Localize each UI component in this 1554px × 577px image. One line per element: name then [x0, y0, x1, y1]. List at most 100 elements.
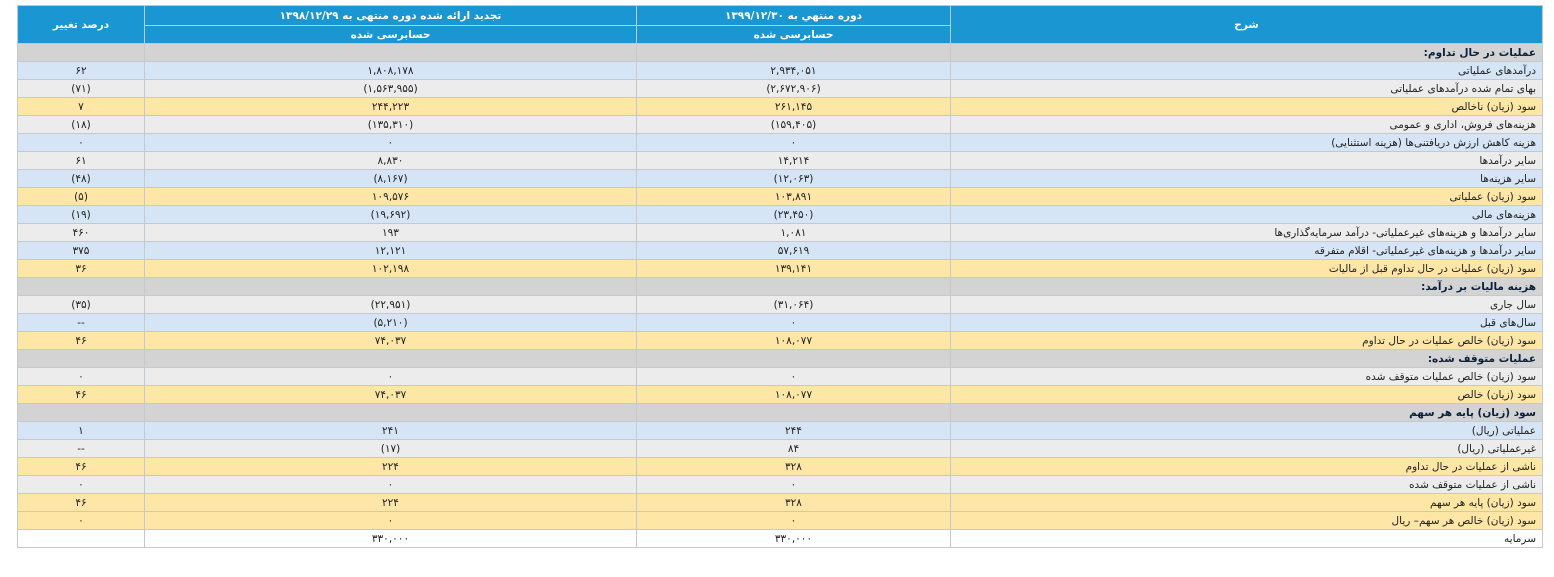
row-description: سایر درآمدها	[950, 151, 1543, 170]
current-period-header: دوره منتهي به ۱۳۹۹/۱۲/۳۰	[636, 5, 951, 26]
change-percent-value: (۱۹)	[17, 205, 145, 224]
table-row: سود (زیان) پایه هر سهم ۳۲۸ ۲۲۴ ۴۶	[17, 493, 1543, 512]
row-description: عملیاتی (ریال)	[950, 421, 1543, 440]
previous-period-value: ۱۲,۱۲۱	[144, 241, 637, 260]
previous-period-value: (۱,۵۶۳,۹۵۵)	[144, 79, 637, 98]
change-percent-value	[17, 349, 145, 368]
current-period-value: ۰	[636, 367, 951, 386]
row-description: سود (زیان) خالص	[950, 385, 1543, 404]
change-percent-header: درصد تغییر	[17, 5, 145, 44]
change-percent-value: ۴۶	[17, 457, 145, 476]
table-row: سال جاری (۳۱,۰۶۴) (۲۲,۹۵۱) (۳۵)	[17, 295, 1543, 314]
previous-period-value	[144, 277, 637, 296]
current-period-value: (۲,۶۷۲,۹۰۶)	[636, 79, 951, 98]
current-period-value: ۵۷,۶۱۹	[636, 241, 951, 260]
change-percent-value: ۱	[17, 421, 145, 440]
current-period-value	[636, 349, 951, 368]
change-percent-value: ۴۶	[17, 331, 145, 350]
table-row: سایر درآمدها و هزینه‌های غیرعملیاتی- درآ…	[17, 223, 1543, 242]
previous-period-value	[144, 43, 637, 62]
table-row: ناشی از عملیات متوقف شده ۰ ۰ ۰	[17, 475, 1543, 494]
description-column-header: شرح	[950, 5, 1543, 44]
row-description: سال‌های قبل	[950, 313, 1543, 332]
change-percent-value: (۷۱)	[17, 79, 145, 98]
change-percent-value: (۵)	[17, 187, 145, 206]
change-percent-value: --	[17, 313, 145, 332]
previous-period-value: ۷۴,۰۳۷	[144, 331, 637, 350]
current-period-value: ۱۴,۲۱۴	[636, 151, 951, 170]
change-percent-value: ۴۶	[17, 385, 145, 404]
row-description: سود (زیان) ناخالص	[950, 97, 1543, 116]
change-percent-value: ۴۶	[17, 493, 145, 512]
current-period-value: ۱۰۸,۰۷۷	[636, 331, 951, 350]
row-description: سایر درآمدها و هزینه‌های غیرعملیاتی- درآ…	[950, 223, 1543, 242]
change-percent-value: (۱۸)	[17, 115, 145, 134]
change-percent-value: ۴۶۰	[17, 223, 145, 242]
current-period-value: ۰	[636, 511, 951, 530]
row-description: هزینه مالیات بر درآمد:	[950, 277, 1543, 296]
current-period-value: ۱۰۸,۰۷۷	[636, 385, 951, 404]
table-row: ناشی از عملیات در حال تداوم ۳۲۸ ۲۲۴ ۴۶	[17, 457, 1543, 476]
row-description: هزینه کاهش ارزش دریافتنی‌ها (هزینه استثن…	[950, 133, 1543, 152]
change-percent-value: ۳۶	[17, 259, 145, 278]
section-header-row: عملیات متوقف شده:	[17, 349, 1543, 368]
previous-period-value	[144, 403, 637, 422]
row-description: هزینه‌های فروش، اداری و عمومی	[950, 115, 1543, 134]
previous-period-value: (۲۲,۹۵۱)	[144, 295, 637, 314]
previous-period-value: ۰	[144, 367, 637, 386]
table-row: سود (زیان) خالص هر سهم– ریال ۰ ۰ ۰	[17, 511, 1543, 530]
current-period-value	[636, 277, 951, 296]
change-percent-value: (۴۸)	[17, 169, 145, 188]
table-row: عملیاتی (ریال) ۲۴۴ ۲۴۱ ۱	[17, 421, 1543, 440]
previous-period-value: ۸,۸۳۰	[144, 151, 637, 170]
previous-period-value: ۷۴,۰۳۷	[144, 385, 637, 404]
previous-period-value: ۲۲۴	[144, 493, 637, 512]
previous-period-value: ۳۳۰,۰۰۰	[144, 529, 637, 548]
table-row: هزینه کاهش ارزش دریافتنی‌ها (هزینه استثن…	[17, 133, 1543, 152]
change-percent-value: ۰	[17, 367, 145, 386]
row-description: سایر درآمدها و هزینه‌های غیرعملیاتی- اقل…	[950, 241, 1543, 260]
change-percent-value: ۶۱	[17, 151, 145, 170]
change-percent-value: --	[17, 439, 145, 458]
table-row: سال‌های قبل ۰ (۵,۲۱۰) --	[17, 313, 1543, 332]
change-percent-value	[17, 403, 145, 422]
table-row: غیرعملیاتی (ریال) ۸۴ (۱۷) --	[17, 439, 1543, 458]
previous-period-value: ۲۲۴	[144, 457, 637, 476]
previous-period-value: ۱۰۲,۱۹۸	[144, 259, 637, 278]
row-description: سود (زیان) عملیاتی	[950, 187, 1543, 206]
row-description: بهای تمام شده درآمدهای عملیاتی	[950, 79, 1543, 98]
table-row: هزینه‌های فروش، اداری و عمومی (۱۵۹,۴۰۵) (۱…	[17, 115, 1543, 134]
previous-period-value: ۲۴۱	[144, 421, 637, 440]
previous-period-value: (۱۳۵,۳۱۰)	[144, 115, 637, 134]
change-percent-value: ۶۲	[17, 61, 145, 80]
current-period-value: (۱۲,۰۶۳)	[636, 169, 951, 188]
current-period-value: ۱۰۳,۸۹۱	[636, 187, 951, 206]
change-percent-value	[17, 529, 145, 548]
row-description: غیرعملیاتی (ریال)	[950, 439, 1543, 458]
table-row: سود (زیان) عملیاتی ۱۰۳,۸۹۱ ۱۰۹,۵۷۶ (۵)	[17, 187, 1543, 206]
row-description: سود (زیان) خالص هر سهم– ریال	[950, 511, 1543, 530]
row-description: عملیات در حال تداوم:	[950, 43, 1543, 62]
change-percent-value	[17, 277, 145, 296]
row-description: سود (زیان) پایه هر سهم	[950, 493, 1543, 512]
current-audit-status: حسابرسی شده	[636, 25, 951, 44]
table-row: سود (زیان) خالص عملیات در حال تداوم ۱۰۸,۰…	[17, 331, 1543, 350]
previous-period-value: ۰	[144, 511, 637, 530]
change-percent-value: (۳۵)	[17, 295, 145, 314]
table-row: سود (زیان) ناخالص ۲۶۱,۱۴۵ ۲۴۴,۲۲۳ ۷	[17, 97, 1543, 116]
current-period-value	[636, 403, 951, 422]
table-row: سود (زیان) عملیات در حال تداوم قبل از ما…	[17, 259, 1543, 278]
current-period-value: ۲,۹۳۴,۰۵۱	[636, 61, 951, 80]
current-period-value: ۲۴۴	[636, 421, 951, 440]
previous-period-header: تجدید ارائه شده دوره منتهی به ۱۳۹۸/۱۲/۲۹	[144, 5, 637, 26]
table-row: سرمایه ۳۳۰,۰۰۰ ۳۳۰,۰۰۰	[17, 529, 1543, 548]
previous-period-value: (۵,۲۱۰)	[144, 313, 637, 332]
current-period-value: (۲۳,۴۵۰)	[636, 205, 951, 224]
change-percent-value	[17, 43, 145, 62]
current-period-value: (۱۵۹,۴۰۵)	[636, 115, 951, 134]
previous-period-value: (۱۹,۶۹۲)	[144, 205, 637, 224]
current-period-value	[636, 43, 951, 62]
table-row: هزینه‌های مالی (۲۳,۴۵۰) (۱۹,۶۹۲) (۱۹)	[17, 205, 1543, 224]
change-percent-value: ۰	[17, 475, 145, 494]
current-period-value: ۳۲۸	[636, 457, 951, 476]
